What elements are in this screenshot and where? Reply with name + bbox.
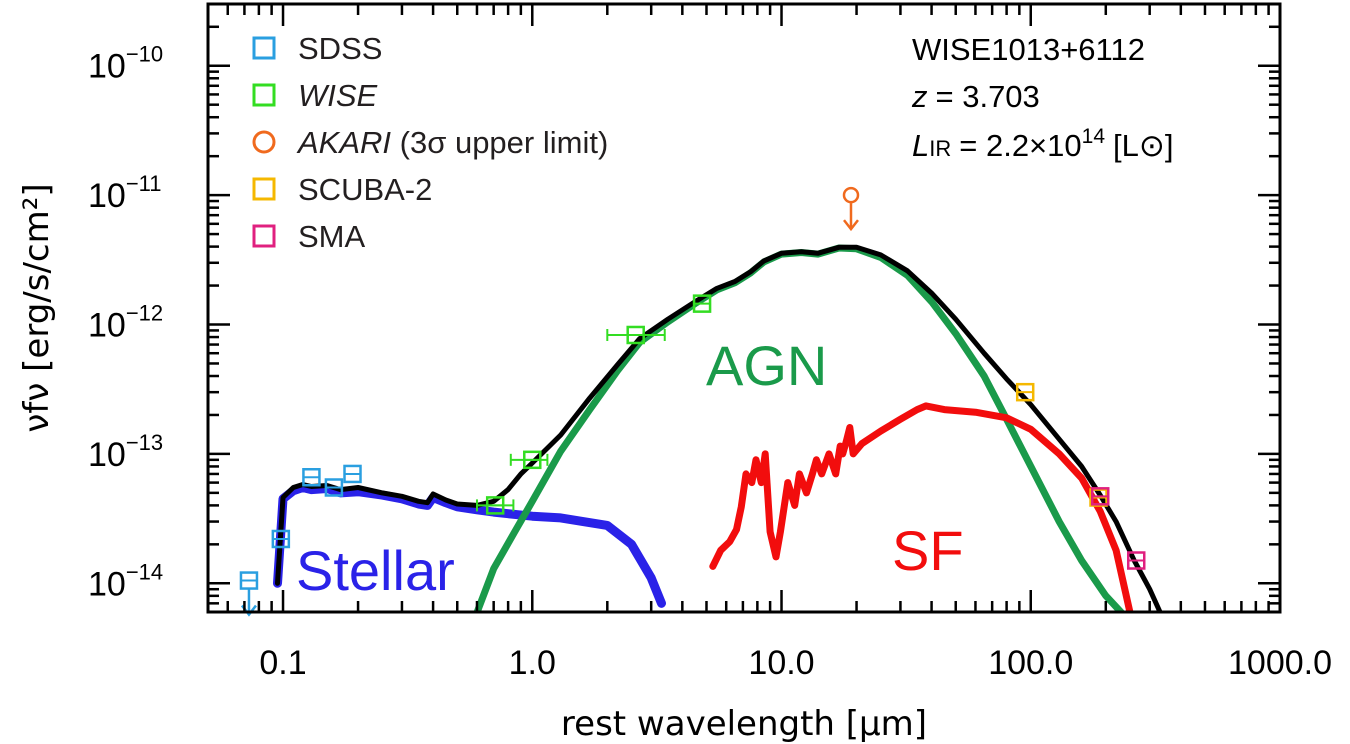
redshift-symbol: z <box>911 79 928 114</box>
legend-name: WISE <box>298 78 378 113</box>
y-tick-label: 10−14 <box>88 559 163 603</box>
y-tick-base: 10 <box>88 436 126 474</box>
x-tick-label: 1.0 <box>509 644 556 682</box>
legend-name: AKARI <box>296 125 391 160</box>
y-tick-base: 10 <box>88 48 126 86</box>
plot-frame-rect <box>206 2 1282 614</box>
data-point-sdss <box>324 478 344 497</box>
x-axis-title: rest wavelength [μm] <box>561 704 927 744</box>
y-tick-exponent: −13 <box>126 430 163 455</box>
x-tick-label: 1000.0 <box>1228 644 1332 682</box>
square-marker-icon <box>252 36 276 60</box>
legend-item-sdss: SDSS <box>252 31 382 66</box>
lir-value: = 2.2×10 <box>959 128 1081 163</box>
component-label-agn: AGN <box>706 334 827 397</box>
legend-name: SCUBA-2 <box>298 172 432 207</box>
data-points-layer <box>239 186 1146 617</box>
legend-item-scuba-2: SCUBA-2 <box>252 172 432 207</box>
object-name: WISE1013+6112 <box>912 32 1145 67</box>
axis-ticks <box>206 2 1282 614</box>
series-layer <box>273 244 1163 612</box>
data-point-sdss <box>271 529 291 549</box>
redshift: z = 3.703 <box>911 79 1040 114</box>
circle-marker-icon <box>252 130 276 154</box>
legend-name: SDSS <box>298 31 382 66</box>
legend-item-wise: WISE <box>252 78 378 113</box>
y-tick-exponent: −14 <box>126 559 163 584</box>
y-tick-label: 10−12 <box>88 301 163 345</box>
y-tick-label: 10−11 <box>88 171 162 215</box>
legend-suffix: (3σ upper limit) <box>391 125 608 160</box>
y-tick-label: 10−13 <box>88 430 163 474</box>
series-line-sf <box>709 402 1134 612</box>
ir-luminosity: LIR = 2.2×1014 [L⊙] <box>912 125 1173 163</box>
info-box: WISE1013+6112 z = 3.703 LIR = 2.2×1014 [L⊙] <box>911 32 1173 163</box>
y-tick-base: 10 <box>88 565 126 603</box>
lir-subscript: IR <box>929 136 951 161</box>
legend-label: SCUBA-2 <box>298 172 432 207</box>
legend-item-sma: SMA <box>252 219 366 254</box>
y-tick-label: 10−10 <box>88 42 163 86</box>
x-tick-label: 10.0 <box>748 644 814 682</box>
series-line-agn <box>473 244 1125 612</box>
square-marker-icon <box>252 83 276 107</box>
data-point-scuba-2 <box>1015 382 1035 402</box>
lir-unit: [L⊙] <box>1113 128 1173 163</box>
circle-marker <box>842 186 860 204</box>
legend: SDSS WISE AKARI (3σ upper limit) SCUBA-2 SMA <box>252 31 608 254</box>
legend-label: WISE <box>298 78 378 113</box>
data-point-sdss <box>239 571 259 617</box>
upper-limit-arrow-icon <box>843 219 859 232</box>
component-label-sf: SF <box>892 519 964 582</box>
legend-label: SMA <box>298 219 366 254</box>
y-tick-base: 10 <box>88 177 126 215</box>
square-marker-icon <box>252 224 276 248</box>
data-point-sdss <box>343 464 362 484</box>
series-line-total <box>275 244 1163 612</box>
x-tick-labels: 0.1 1.0 10.0 100.0 1000.0 <box>259 644 1332 682</box>
data-point-wise <box>475 496 515 515</box>
data-point-wise <box>509 450 549 470</box>
y-tick-base: 10 <box>88 307 126 345</box>
y-tick-exponent: −12 <box>126 301 163 326</box>
data-point-wise <box>692 294 712 313</box>
square-marker-icon <box>252 177 276 201</box>
redshift-value: = 3.703 <box>936 79 1040 114</box>
data-point-akari <box>842 186 860 232</box>
legend-item-akari: AKARI (3σ upper limit) <box>252 125 608 160</box>
plot-frame <box>206 2 1282 614</box>
component-label-stellar: Stellar <box>296 539 455 602</box>
legend-label: SDSS <box>298 31 382 66</box>
lir-symbol: L <box>912 128 929 163</box>
data-point-sdss <box>302 468 321 487</box>
legend-name: SMA <box>298 219 366 254</box>
x-tick-label: 0.1 <box>259 644 306 682</box>
data-point-sma <box>1090 487 1110 506</box>
y-axis-title: νfν [erg/s/cm²] <box>17 183 57 432</box>
x-tick-label: 100.0 <box>988 644 1073 682</box>
lir-exponent: 14 <box>1082 125 1106 148</box>
data-point-wise <box>606 325 666 345</box>
data-point-sma <box>1126 551 1146 570</box>
y-tick-exponent: −10 <box>126 42 163 67</box>
legend-label: AKARI (3σ upper limit) <box>296 125 608 160</box>
y-tick-exponent: −11 <box>126 171 162 196</box>
